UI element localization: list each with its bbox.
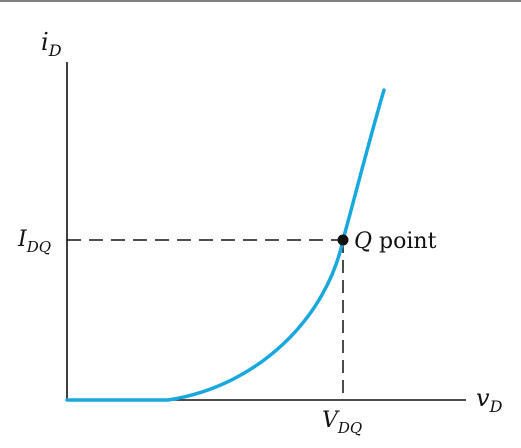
q-point-dot (337, 234, 349, 246)
x-axis-label-subscript: D (489, 397, 503, 416)
y-axis-label-subscript: D (48, 41, 62, 60)
vdq-tick-label: VDQ (322, 408, 362, 437)
vdq-tick-label-subscript: DQ (337, 419, 362, 437)
x-axis-label: vD (476, 384, 503, 416)
q-point-label-italic: Q (354, 229, 372, 254)
idq-tick-label: IDQ (17, 227, 51, 256)
idq-tick-label-main: I (17, 227, 28, 252)
y-axis-label: iD (41, 28, 62, 60)
q-point-label: Q point (354, 229, 437, 254)
idq-tick-label-subscript: DQ (26, 238, 51, 256)
diode-characteristic-curve (65, 88, 386, 402)
y-axis-label-main: i (41, 28, 49, 56)
q-point-label-text: point (372, 229, 437, 254)
vdq-tick-label-main: V (322, 408, 340, 433)
x-axis-label-main: v (476, 384, 490, 412)
